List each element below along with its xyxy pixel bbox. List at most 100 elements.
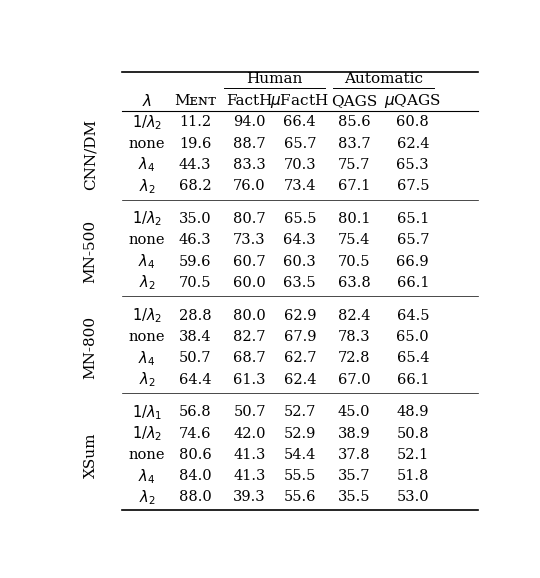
Text: $1/\lambda_1$: $1/\lambda_1$ xyxy=(132,403,162,422)
Text: 67.9: 67.9 xyxy=(284,330,316,344)
Text: 44.3: 44.3 xyxy=(179,158,211,172)
Text: 38.4: 38.4 xyxy=(179,330,212,344)
Text: 82.7: 82.7 xyxy=(233,330,266,344)
Text: 55.5: 55.5 xyxy=(284,469,316,483)
Text: 84.0: 84.0 xyxy=(179,469,212,483)
Text: 52.1: 52.1 xyxy=(397,448,429,462)
Text: 41.3: 41.3 xyxy=(233,469,266,483)
Text: 46.3: 46.3 xyxy=(179,234,212,247)
Text: 28.8: 28.8 xyxy=(179,309,212,323)
Text: 19.6: 19.6 xyxy=(179,137,211,151)
Text: $\lambda_4$: $\lambda_4$ xyxy=(138,467,156,486)
Text: $1/\lambda_2$: $1/\lambda_2$ xyxy=(132,306,162,325)
Text: 35.0: 35.0 xyxy=(179,212,212,226)
Text: 61.3: 61.3 xyxy=(233,373,266,387)
Text: 67.5: 67.5 xyxy=(396,179,429,193)
Text: 94.0: 94.0 xyxy=(233,116,266,129)
Text: $1/\lambda_2$: $1/\lambda_2$ xyxy=(132,424,162,443)
Text: 38.9: 38.9 xyxy=(338,427,370,440)
Text: 70.5: 70.5 xyxy=(338,255,370,269)
Text: CNN/DM: CNN/DM xyxy=(84,118,98,190)
Text: 50.7: 50.7 xyxy=(179,351,211,365)
Text: 66.9: 66.9 xyxy=(396,255,429,269)
Text: 78.3: 78.3 xyxy=(338,330,370,344)
Text: 80.6: 80.6 xyxy=(179,448,212,462)
Text: $\mu$QAGS: $\mu$QAGS xyxy=(384,92,441,110)
Text: 67.1: 67.1 xyxy=(338,179,370,193)
Text: 35.5: 35.5 xyxy=(338,490,370,505)
Text: 65.3: 65.3 xyxy=(396,158,429,172)
Text: 63.8: 63.8 xyxy=(338,276,370,290)
Text: 75.7: 75.7 xyxy=(338,158,370,172)
Text: 56.8: 56.8 xyxy=(179,405,212,420)
Text: 50.8: 50.8 xyxy=(396,427,429,440)
Text: 80.0: 80.0 xyxy=(233,309,266,323)
Text: 75.4: 75.4 xyxy=(338,234,370,247)
Text: 64.4: 64.4 xyxy=(179,373,211,387)
Text: 65.4: 65.4 xyxy=(396,351,429,365)
Text: 85.6: 85.6 xyxy=(338,116,370,129)
Text: $1/\lambda_2$: $1/\lambda_2$ xyxy=(132,113,162,132)
Text: 80.1: 80.1 xyxy=(338,212,370,226)
Text: 60.8: 60.8 xyxy=(396,116,429,129)
Text: 60.0: 60.0 xyxy=(233,276,266,290)
Text: 37.8: 37.8 xyxy=(338,448,370,462)
Text: 59.6: 59.6 xyxy=(179,255,211,269)
Text: Mᴇɴᴛ: Mᴇɴᴛ xyxy=(174,94,217,108)
Text: $\lambda_4$: $\lambda_4$ xyxy=(138,155,156,175)
Text: 65.1: 65.1 xyxy=(396,212,429,226)
Text: $\mu$FactH: $\mu$FactH xyxy=(271,92,329,110)
Text: 66.1: 66.1 xyxy=(396,276,429,290)
Text: Automatic: Automatic xyxy=(344,72,423,86)
Text: 60.3: 60.3 xyxy=(284,255,316,269)
Text: 83.7: 83.7 xyxy=(338,137,370,151)
Text: 72.8: 72.8 xyxy=(338,351,370,365)
Text: 52.7: 52.7 xyxy=(284,405,316,420)
Text: 65.5: 65.5 xyxy=(284,212,316,226)
Text: 50.7: 50.7 xyxy=(233,405,266,420)
Text: none: none xyxy=(129,448,165,462)
Text: 80.7: 80.7 xyxy=(233,212,266,226)
Text: 39.3: 39.3 xyxy=(233,490,266,505)
Text: 70.3: 70.3 xyxy=(284,158,316,172)
Text: 48.9: 48.9 xyxy=(396,405,429,420)
Text: none: none xyxy=(129,137,165,151)
Text: XSum: XSum xyxy=(84,432,98,477)
Text: FactH: FactH xyxy=(226,94,273,108)
Text: $\lambda_2$: $\lambda_2$ xyxy=(139,177,156,195)
Text: 66.4: 66.4 xyxy=(284,116,316,129)
Text: 51.8: 51.8 xyxy=(396,469,429,483)
Text: none: none xyxy=(129,330,165,344)
Text: 64.3: 64.3 xyxy=(284,234,316,247)
Text: 41.3: 41.3 xyxy=(233,448,266,462)
Text: 62.7: 62.7 xyxy=(284,351,316,365)
Text: 62.9: 62.9 xyxy=(284,309,316,323)
Text: 35.7: 35.7 xyxy=(338,469,370,483)
Text: $\lambda_4$: $\lambda_4$ xyxy=(138,349,156,368)
Text: 82.4: 82.4 xyxy=(338,309,370,323)
Text: QAGS: QAGS xyxy=(331,94,377,108)
Text: 66.1: 66.1 xyxy=(396,373,429,387)
Text: 64.5: 64.5 xyxy=(396,309,429,323)
Text: 62.4: 62.4 xyxy=(396,137,429,151)
Text: 74.6: 74.6 xyxy=(179,427,211,440)
Text: 68.7: 68.7 xyxy=(233,351,266,365)
Text: $\lambda$: $\lambda$ xyxy=(142,93,152,109)
Text: 53.0: 53.0 xyxy=(396,490,429,505)
Text: 65.7: 65.7 xyxy=(284,137,316,151)
Text: 73.4: 73.4 xyxy=(284,179,316,193)
Text: 68.2: 68.2 xyxy=(179,179,212,193)
Text: 65.7: 65.7 xyxy=(396,234,429,247)
Text: 62.4: 62.4 xyxy=(284,373,316,387)
Text: 88.7: 88.7 xyxy=(233,137,266,151)
Text: 83.3: 83.3 xyxy=(233,158,266,172)
Text: $\lambda_4$: $\lambda_4$ xyxy=(138,252,156,271)
Text: MN-500: MN-500 xyxy=(84,220,98,283)
Text: Human: Human xyxy=(246,72,303,86)
Text: 11.2: 11.2 xyxy=(179,116,211,129)
Text: 60.7: 60.7 xyxy=(233,255,266,269)
Text: 88.0: 88.0 xyxy=(179,490,212,505)
Text: 42.0: 42.0 xyxy=(233,427,266,440)
Text: 54.4: 54.4 xyxy=(284,448,316,462)
Text: 73.3: 73.3 xyxy=(233,234,266,247)
